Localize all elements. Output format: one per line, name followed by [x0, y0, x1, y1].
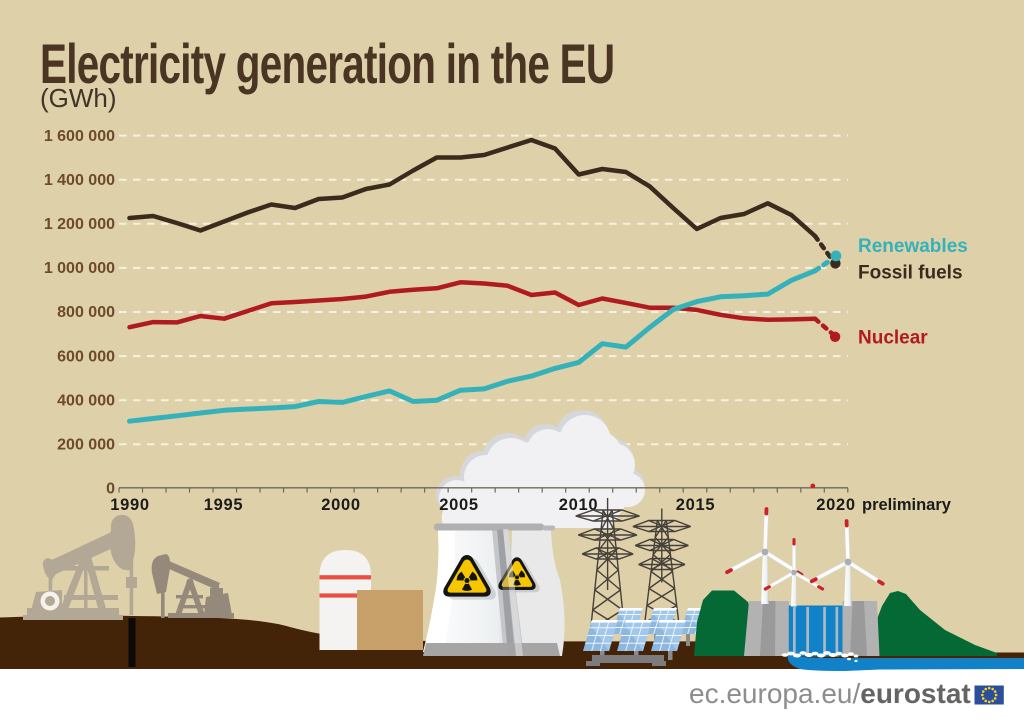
- svg-text:1 200 000: 1 200 000: [44, 216, 115, 233]
- svg-text:2015: 2015: [676, 496, 716, 514]
- svg-text:800 000: 800 000: [57, 304, 115, 321]
- svg-text:ec.europa.eu/eurostat: ec.europa.eu/eurostat: [689, 678, 971, 709]
- svg-text:(GWh): (GWh): [40, 83, 117, 113]
- svg-text:1990: 1990: [110, 496, 150, 514]
- svg-text:1 600 000: 1 600 000: [44, 128, 115, 145]
- svg-text:600 000: 600 000: [57, 348, 115, 365]
- svg-text:2000: 2000: [321, 496, 361, 514]
- svg-text:0: 0: [106, 480, 115, 497]
- svg-text:Fossil fuels: Fossil fuels: [858, 263, 963, 284]
- svg-text:2010: 2010: [559, 496, 599, 514]
- svg-text:2005: 2005: [439, 496, 479, 514]
- svg-text:400 000: 400 000: [57, 392, 115, 409]
- svg-text:1 000 000: 1 000 000: [44, 260, 115, 277]
- svg-text:preliminary: preliminary: [862, 496, 952, 514]
- svg-text:200 000: 200 000: [57, 437, 115, 454]
- svg-text:Renewables: Renewables: [858, 236, 968, 257]
- svg-text:Electricity generation in the: Electricity generation in the EU: [40, 34, 614, 96]
- svg-text:1 400 000: 1 400 000: [44, 172, 115, 189]
- svg-text:1995: 1995: [204, 496, 244, 514]
- svg-text:2020: 2020: [816, 496, 856, 514]
- svg-text:Nuclear: Nuclear: [858, 328, 928, 349]
